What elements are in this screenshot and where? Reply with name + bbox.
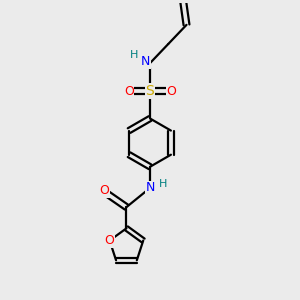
Text: O: O <box>166 85 176 98</box>
Text: O: O <box>99 184 109 197</box>
Text: N: N <box>145 182 155 194</box>
Text: S: S <box>146 84 154 98</box>
Text: N: N <box>141 55 150 68</box>
Text: O: O <box>105 234 115 247</box>
Text: O: O <box>124 85 134 98</box>
Text: H: H <box>159 179 167 190</box>
Text: H: H <box>130 50 138 60</box>
